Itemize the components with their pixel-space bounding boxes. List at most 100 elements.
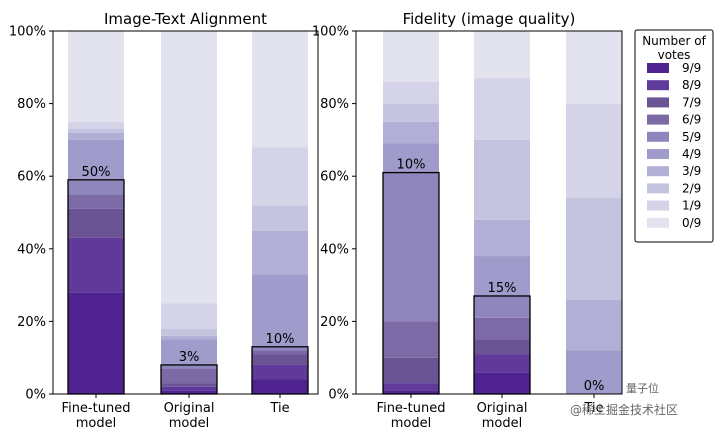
x-tick-label-2-2-1: Original [477, 401, 528, 416]
bar-segment-1-1-8of9 [68, 237, 124, 293]
bar-segment-2-2-3of9 [474, 219, 530, 257]
y-tick-label-2-6: 100% [312, 25, 349, 40]
legend-label-9of9: 9/9 [682, 61, 701, 75]
legend-label-4of9: 4/9 [682, 147, 701, 161]
legend-swatch-7of9 [647, 97, 669, 108]
highlight-label-2-2: 15% [488, 281, 517, 296]
y-tick-label-1-6: 100% [9, 25, 46, 40]
watermark-line-2: @稀土掘金技术社区 [570, 402, 678, 417]
bar-segment-2-2-5of9 [474, 295, 530, 318]
bar-segment-2-2-4of9 [474, 256, 530, 296]
plot-frame-2 [355, 30, 623, 395]
bar-segment-1-3-0of9 [252, 31, 308, 148]
highlight-label-1-3: 10% [266, 332, 295, 347]
bar-segment-2-2-0of9 [474, 31, 530, 79]
y-tick-label-1-2: 20% [17, 315, 46, 330]
bar-segment-2-3-2of9 [566, 197, 622, 300]
legend-swatch-0of9 [647, 217, 669, 228]
legend-title-line-2: votes [658, 48, 691, 62]
x-tick-label-1-2-1: Original [164, 401, 215, 416]
bar-segment-2-2-8of9 [474, 354, 530, 373]
y-tick-label-2-5: 80% [320, 97, 349, 112]
x-tick-label-1-1-1: Fine-tuned [62, 401, 131, 416]
bar-segment-1-3-3of9 [252, 230, 308, 275]
chart-title-2: Fidelity (image quality) [403, 10, 576, 28]
legend-label-7of9: 7/9 [682, 95, 701, 109]
bar-segment-2-1-4of9 [383, 143, 439, 173]
bar-segment-1-3-2of9 [252, 205, 308, 231]
highlight-label-1-1: 50% [82, 165, 111, 180]
bar-segment-1-1-5of9 [68, 179, 124, 195]
bar-segment-1-1-7of9 [68, 208, 124, 238]
bar-segment-2-3-4of9 [566, 350, 622, 394]
bar-segment-1-2-3of9 [161, 335, 217, 340]
x-tick-label-1-3-1: Tie [269, 401, 289, 416]
highlight-label-2-1: 10% [397, 158, 426, 173]
bar-segment-1-2-9of9 [161, 390, 217, 394]
y-tick-label-2-1: 0% [328, 388, 349, 403]
legend-label-2of9: 2/9 [682, 181, 701, 195]
highlight-label-2-3: 0% [584, 379, 605, 394]
bar-segment-2-1-7of9 [383, 357, 439, 384]
bar-segment-1-3-7of9 [252, 354, 308, 365]
bar-segment-2-1-2of9 [383, 103, 439, 122]
legend-swatch-9of9 [647, 63, 669, 73]
y-tick-label-1-4: 60% [17, 170, 46, 185]
x-tick-label-2-1-1: Fine-tuned [377, 401, 446, 416]
y-tick-label-2-4: 60% [320, 170, 349, 185]
x-tick-label-1-1-2: model [76, 416, 116, 431]
x-tick-label-2-1-2: model [391, 416, 431, 431]
bar-segment-1-1-3of9 [68, 132, 124, 140]
legend-swatch-6of9 [647, 114, 669, 125]
bar-segment-2-3-3of9 [566, 299, 622, 351]
chart-title-1: Image-Text Alignment [104, 10, 267, 28]
bar-segment-2-1-0of9 [383, 31, 439, 82]
legend-label-8of9: 8/9 [682, 78, 701, 92]
legend-title-line-1: Number of [642, 34, 706, 48]
bar-segment-1-2-0of9 [161, 31, 217, 304]
bar-segment-1-3-8of9 [252, 364, 308, 380]
x-tick-label-1-2-2: model [169, 416, 209, 431]
bar-segment-2-2-2of9 [474, 139, 530, 220]
y-tick-label-1-5: 80% [17, 97, 46, 112]
bar-segment-2-3-0of9 [566, 31, 622, 104]
bar-segment-2-3-1of9 [566, 103, 622, 198]
legend-swatch-1of9 [647, 200, 669, 211]
bar-segment-1-3-1of9 [252, 147, 308, 206]
bar-segment-1-2-5of9 [161, 364, 217, 369]
bar-segment-2-1-8of9 [383, 383, 439, 391]
bar-segment-1-2-2of9 [161, 328, 217, 336]
bar-segment-2-1-5of9 [383, 172, 439, 322]
x-tick-label-2-2-2: model [482, 416, 522, 431]
legend-swatch-5of9 [647, 131, 669, 142]
bar-segment-2-2-7of9 [474, 339, 530, 355]
bar-segment-1-2-8of9 [161, 386, 217, 391]
bar-segment-1-3-9of9 [252, 379, 308, 394]
bar-segment-1-1-4of9 [68, 139, 124, 180]
legend-swatch-3of9 [647, 166, 669, 177]
bar-segment-1-2-4of9 [161, 339, 217, 365]
y-tick-label-2-3: 40% [320, 242, 349, 257]
legend-label-0of9: 0/9 [682, 216, 701, 230]
watermark-line-1: 量子位 [626, 381, 659, 395]
bar-segment-1-3-4of9 [252, 274, 308, 347]
bar-segment-2-1-3of9 [383, 121, 439, 144]
y-tick-label-1-3: 40% [17, 242, 46, 257]
bar-segment-1-3-5of9 [252, 346, 308, 351]
bar-segment-1-1-1of9 [68, 121, 124, 130]
legend-label-6of9: 6/9 [682, 113, 701, 127]
bar-segment-1-1-9of9 [68, 292, 124, 394]
highlight-label-1-2: 3% [179, 350, 200, 365]
bar-segment-2-1-6of9 [383, 321, 439, 358]
legend-swatch-4of9 [647, 149, 669, 159]
legend-label-5of9: 5/9 [682, 130, 701, 144]
bar-segment-2-2-9of9 [474, 372, 530, 394]
legend-swatch-8of9 [647, 80, 669, 91]
bar-segment-1-2-1of9 [161, 303, 217, 329]
bar-segment-1-2-7of9 [161, 383, 217, 387]
bar-segment-1-1-0of9 [68, 31, 124, 122]
x-tick-label-2-3-1: Tie [583, 401, 603, 416]
y-tick-label-2-2: 20% [320, 315, 349, 330]
bar-segment-2-2-1of9 [474, 78, 530, 140]
